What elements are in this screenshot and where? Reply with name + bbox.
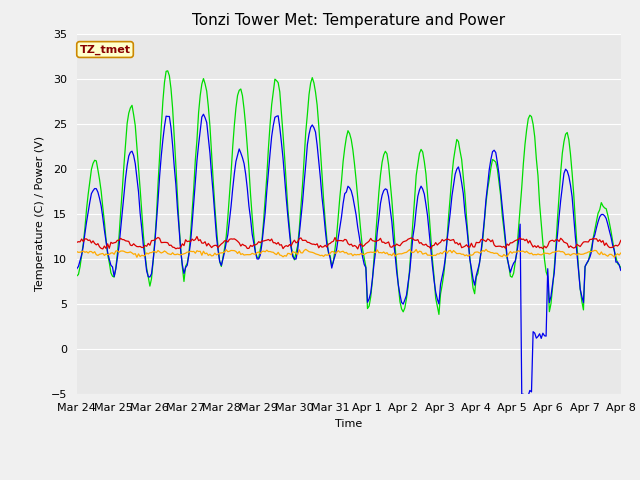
Y-axis label: Temperature (C) / Power (V): Temperature (C) / Power (V) <box>35 136 45 291</box>
Legend: Panel T, Battery V, Air T, Solar V: Panel T, Battery V, Air T, Solar V <box>154 479 544 480</box>
Text: TZ_tmet: TZ_tmet <box>79 44 131 55</box>
X-axis label: Time: Time <box>335 419 362 429</box>
Title: Tonzi Tower Met: Temperature and Power: Tonzi Tower Met: Temperature and Power <box>192 13 506 28</box>
